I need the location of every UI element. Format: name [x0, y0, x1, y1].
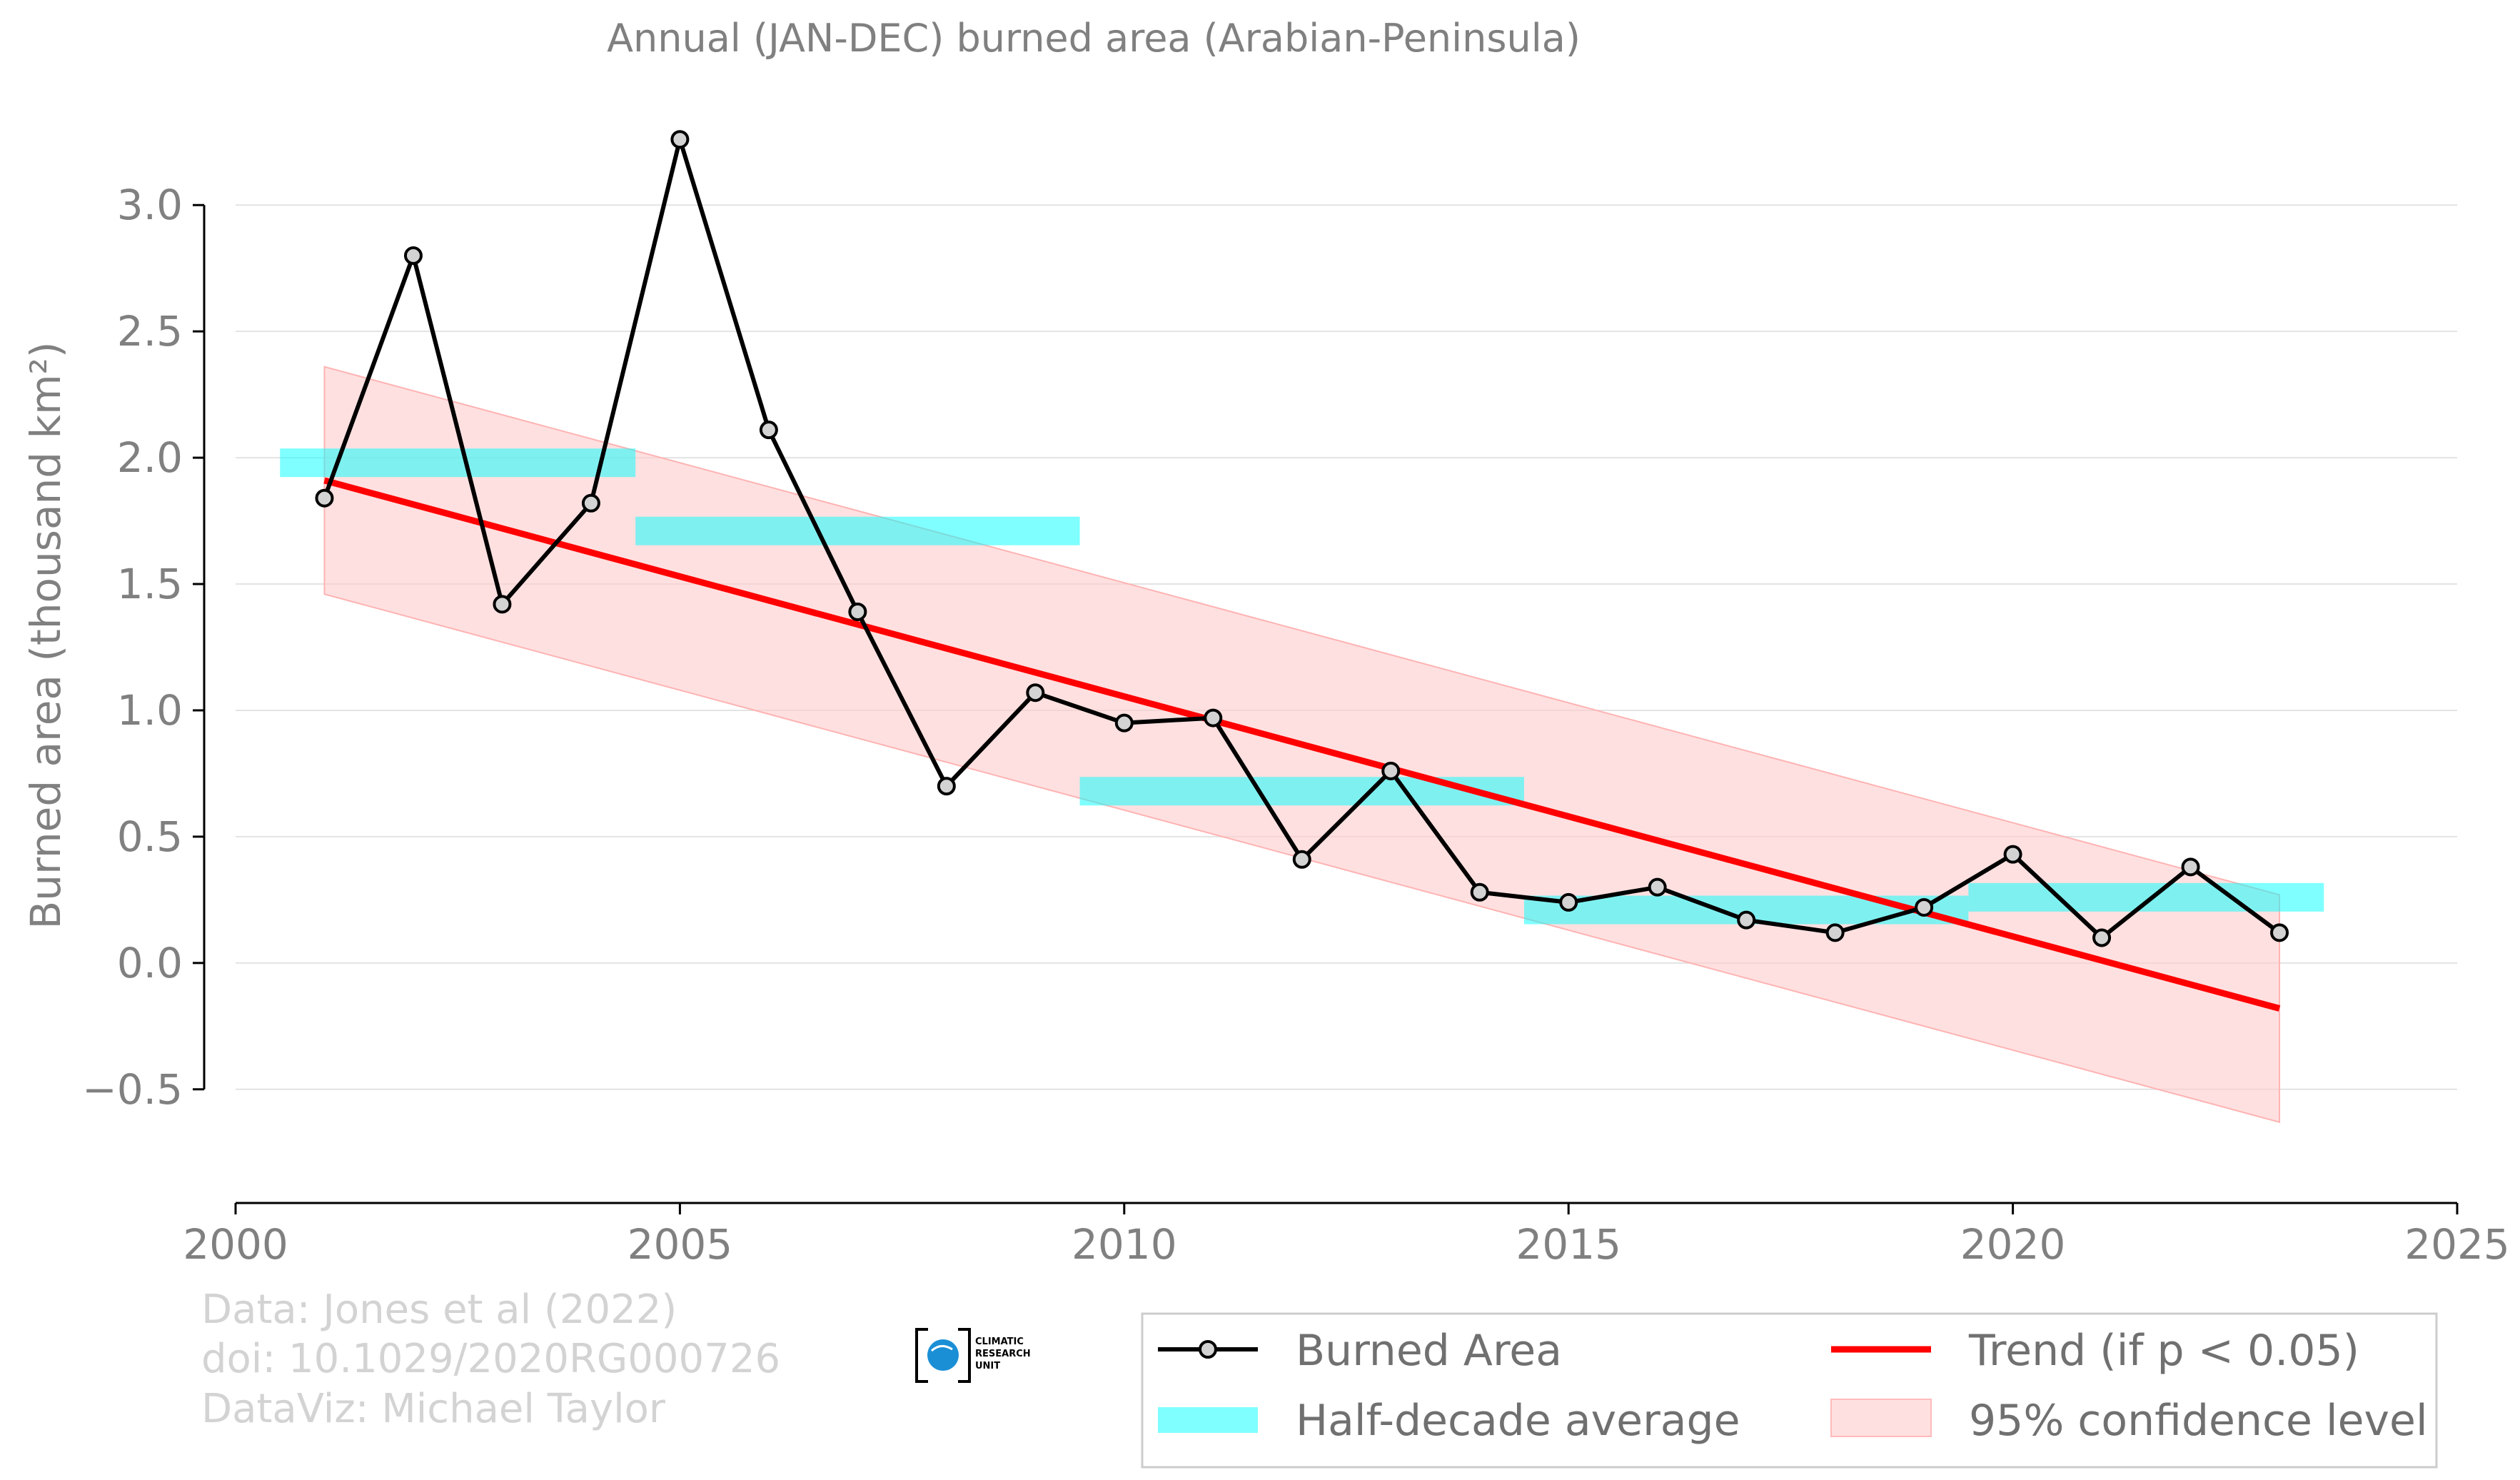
legend-half-label: Half-decade average: [1296, 1396, 1740, 1446]
y-tick-label: 1.5: [117, 560, 183, 608]
data-point: [1737, 910, 1756, 930]
logo-bracket-right: [958, 1328, 971, 1383]
legend-ci-swatch: [1830, 1399, 1932, 1437]
trend-line-segment: [323, 477, 2281, 1012]
legend-burned-label: Burned Area: [1296, 1326, 1562, 1376]
y-tick-labels: −0.5 0.0 0.5 1.0 1.5 2.0 2.5 3.0: [82, 181, 183, 1114]
credit-data: Data: Jones et al (2022): [201, 1287, 677, 1333]
x-tick-label: 2015: [1516, 1220, 1621, 1269]
data-point: [759, 421, 778, 440]
y-tick-label: 0.0: [117, 939, 183, 987]
legend-frame: [1141, 1312, 2438, 1469]
data-point: [581, 493, 600, 513]
data-point: [848, 602, 867, 621]
data-point: [1559, 892, 1578, 912]
data-point: [1825, 923, 1845, 942]
credits: Data: Jones et al (2022) doi: 10.1029/20…: [201, 1287, 780, 1432]
axes: [193, 203, 2459, 1214]
y-tick-label: 0.5: [117, 812, 183, 861]
logo-bracket-left: [915, 1328, 928, 1383]
trend-line: [323, 477, 2281, 1012]
y-tick-label: 3.0: [117, 181, 183, 229]
data-point: [1648, 877, 1667, 897]
legend-burned-marker: [1199, 1340, 1217, 1359]
data-point: [1470, 882, 1489, 902]
data-point: [2092, 928, 2112, 947]
logo-text-3: UNIT: [975, 1361, 1000, 1371]
globe-highlight: [930, 1345, 953, 1352]
y-tick-label: 1.0: [117, 686, 183, 735]
data-point: [1026, 683, 1045, 703]
data-point: [670, 130, 690, 149]
logo-text-1: CLIMATIC: [975, 1336, 1024, 1347]
data-point: [1915, 897, 1934, 917]
data-point: [315, 488, 334, 508]
legend-ci-label: 95% confidence level: [1969, 1396, 2428, 1446]
logo-text-2: RESEARCH: [975, 1349, 1031, 1359]
y-tick-label: 2.5: [117, 307, 183, 356]
data-point: [1114, 713, 1134, 733]
data-point: [2003, 845, 2022, 864]
data-point: [1204, 708, 1223, 728]
data-point: [403, 246, 423, 266]
data-point: [2270, 923, 2289, 942]
legend: Burned Area Half-decade average Trend (i…: [1141, 1312, 2438, 1469]
y-tick-label: 2.0: [117, 433, 183, 482]
x-tick-label: 2010: [1072, 1220, 1177, 1269]
data-point: [1292, 850, 1311, 869]
legend-trend-label: Trend (if p < 0.05): [1968, 1326, 2359, 1376]
half-decade-bar: [1968, 882, 2324, 912]
half-decade-bar: [635, 516, 1080, 545]
credit-doi: doi: 10.1029/2020RG000726: [201, 1336, 780, 1382]
credit-dataviz: DataViz: Michael Taylor: [201, 1386, 666, 1432]
x-tick-label: 2025: [2404, 1220, 2510, 1269]
data-point: [937, 777, 956, 796]
data-point: [493, 595, 512, 614]
x-tick-label: 2020: [1960, 1220, 2066, 1269]
y-tick-label: −0.5: [82, 1065, 183, 1114]
chart-title: Annual (JAN-DEC) burned area (Arabian-Pe…: [607, 16, 1581, 61]
legend-half-swatch: [1158, 1407, 1258, 1433]
data-point: [1381, 761, 1401, 780]
globe-icon: [927, 1339, 959, 1371]
cru-logo: CLIMATIC RESEARCH UNIT: [915, 1328, 1031, 1383]
half-decade-bar: [1079, 777, 1524, 806]
x-tick-labels: 2000 2005 2010 2015 2020 2025: [183, 1220, 2510, 1269]
y-axis-label: Burned area (thousand km²): [21, 342, 70, 930]
burned-area-series: [315, 130, 2289, 947]
x-tick-label: 2005: [628, 1220, 733, 1269]
x-tick-label: 2000: [183, 1220, 288, 1269]
data-point: [2181, 857, 2200, 877]
